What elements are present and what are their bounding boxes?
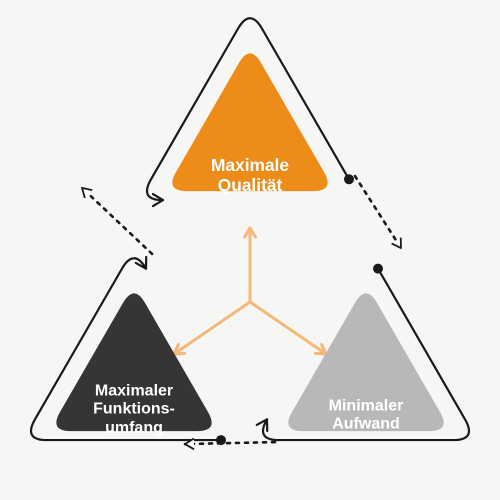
diagram-svg [0,0,500,500]
diagram-stage: Maximale Qualität Maximaler Funktions- u… [0,0,500,500]
